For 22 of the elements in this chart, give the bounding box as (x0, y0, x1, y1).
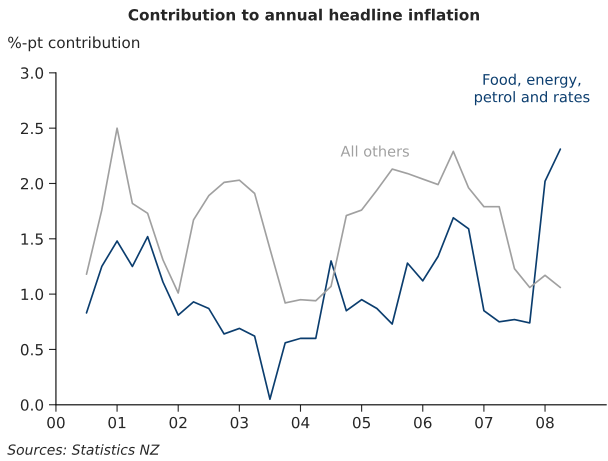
x-tick-label: 01 (108, 416, 126, 428)
x-tick-label: 08 (536, 416, 554, 428)
x-tick-label: 00 (47, 416, 65, 428)
chart-title: Contribution to annual headline inflation (128, 8, 479, 21)
y-axis-title: %-pt contribution (8, 36, 140, 52)
x-tick-label: 07 (475, 416, 492, 428)
text: Food, energy, petrol and rates (474, 74, 590, 106)
series-label: All others (340, 145, 409, 157)
source-note: Sources: Statistics NZ (7, 444, 160, 455)
x-tick-label: 05 (352, 416, 370, 428)
y-tick-label: 1.0 (22, 288, 44, 300)
x-tick-label: 03 (230, 416, 248, 428)
y-tick-label: 1.5 (22, 233, 43, 245)
y-tick-label: 3.0 (21, 67, 44, 79)
y-tick-label: 2.5 (20, 122, 43, 134)
line-series (86, 127, 562, 304)
x-tick-label: 02 (170, 416, 186, 428)
x-tick-label: 06 (414, 416, 432, 428)
x-tick-label: 04 (292, 416, 310, 428)
y-tick-label: 0.0 (20, 399, 44, 411)
y-tick-label: 0.5 (20, 344, 43, 356)
y-tick-label: 2.0 (20, 178, 44, 190)
